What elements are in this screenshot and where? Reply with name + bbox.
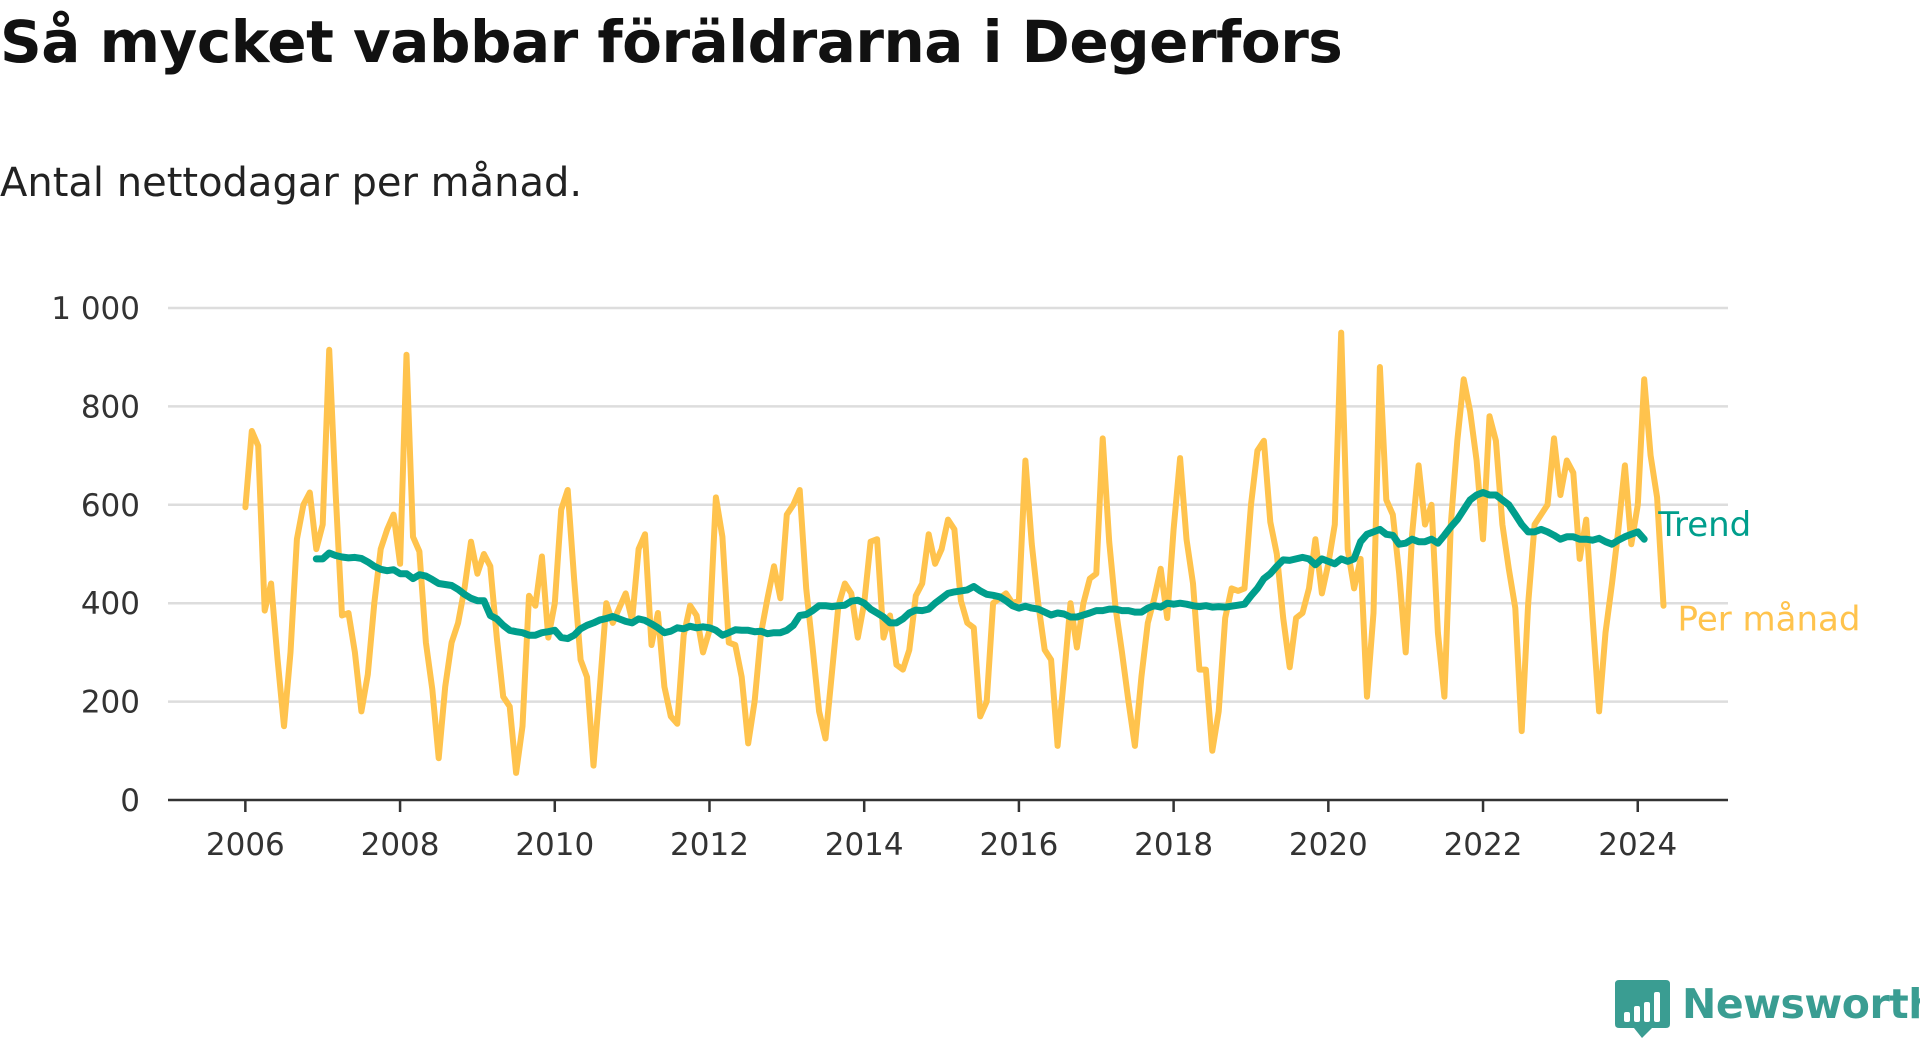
- x-tick-label: 2016: [979, 827, 1058, 863]
- y-tick-label: 800: [81, 389, 140, 425]
- series-label: Per månad: [1678, 600, 1861, 640]
- brand-name: Newsworthy: [1682, 980, 1920, 1028]
- y-tick-label: 400: [81, 586, 140, 622]
- y-tick-label: 200: [81, 685, 140, 721]
- series-labels: Per månad Trend: [1657, 505, 1860, 639]
- series-line-trend: [312, 489, 1648, 643]
- x-tick-label: 2010: [515, 827, 594, 863]
- chart-subtitle: Antal nettodagar per månad.: [0, 160, 583, 206]
- series-lines: [242, 329, 1667, 776]
- x-tick-label: 2014: [825, 827, 904, 863]
- x-tick-label: 2006: [206, 827, 285, 863]
- x-tick-label: 2024: [1598, 827, 1677, 863]
- series-line-per-manad: [242, 329, 1667, 776]
- bar-chart-icon: [1615, 980, 1670, 1038]
- y-tick-label: 1 000: [51, 291, 140, 327]
- x-tick-label: 2018: [1134, 827, 1213, 863]
- x-axis: 2006 2008 2010 2012 2014 2016 2018 2020 2022 2024: [168, 798, 1728, 863]
- series-label: Trend: [1657, 505, 1751, 545]
- x-tick-label: 2020: [1289, 827, 1368, 863]
- x-tick-label: 2008: [361, 827, 440, 863]
- x-tick-label: 2022: [1444, 827, 1523, 863]
- gridlines: 0 200 400 600 800 1 000: [51, 291, 1728, 819]
- x-tick-label: 2012: [670, 827, 749, 863]
- y-tick-label: 600: [81, 488, 140, 524]
- chart-title: Så mycket vabbar föräldrarna i Degerfors: [0, 8, 1343, 76]
- newsworthy-logo: Newsworthy: [1614, 978, 1920, 1038]
- y-tick-label: 0: [120, 783, 140, 819]
